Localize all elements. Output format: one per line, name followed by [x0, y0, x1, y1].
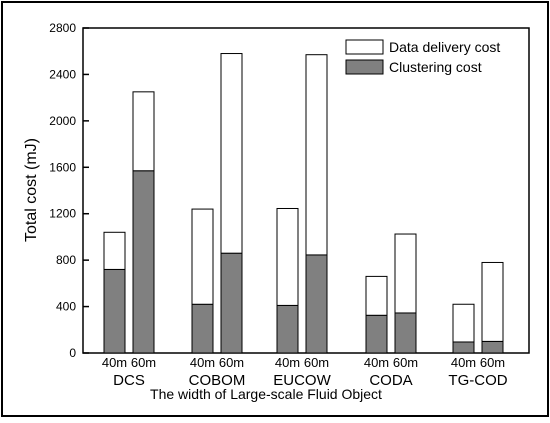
legend-label: Data delivery cost	[389, 39, 500, 55]
bar-segment-clustering-eucow-40m	[276, 304, 299, 354]
y-axis: 0 400 800 1200 1600 2000 2400 2800	[49, 21, 89, 360]
x-sub-label: 60m	[480, 355, 505, 370]
x-axis-title: The width of Large-scale Fluid Object	[150, 386, 382, 402]
bar-segment-clustering-eucow-60m	[305, 254, 328, 354]
x-group-label: CODA	[369, 372, 412, 389]
x-sub-label: 60m	[219, 355, 244, 370]
x-sub-label: 60m	[131, 355, 156, 370]
bar-segment-data-delivery-dcs-40m	[103, 231, 126, 270]
bar-segment-clustering-tg-cod-40m	[452, 341, 475, 354]
bar-segment-clustering-coda-40m	[365, 314, 388, 354]
bar-segment-data-delivery-cobom-40m	[191, 208, 214, 305]
x-sub-label: 40m	[102, 355, 127, 370]
x-group-label: DCS	[113, 372, 145, 389]
bar-segment-data-delivery-cobom-60m	[220, 53, 243, 254]
bar-segment-clustering-cobom-60m	[220, 252, 243, 354]
bar-segment-data-delivery-coda-60m	[394, 233, 417, 314]
y-axis-title: Total cost (mJ)	[23, 138, 40, 242]
y-tick-label: 800	[56, 253, 76, 267]
x-sub-label: 60m	[304, 355, 329, 370]
x-sub-label: 40m	[364, 355, 389, 370]
y-tick-label: 0	[69, 346, 76, 360]
bar-segment-clustering-dcs-40m	[103, 268, 126, 354]
legend-swatch	[345, 59, 384, 75]
x-group-label: COBOM	[189, 372, 246, 389]
bar-segment-clustering-coda-60m	[394, 312, 417, 354]
bar-segment-data-delivery-coda-40m	[365, 275, 388, 316]
bar-segment-clustering-dcs-60m	[132, 170, 155, 354]
bars	[103, 53, 504, 354]
bar-segment-data-delivery-dcs-60m	[132, 91, 155, 172]
y-tick-label: 1600	[49, 160, 76, 174]
y-tick-label: 2000	[49, 114, 76, 128]
x-axis: 40m 60m DCS 40m 60m COBOM 40m 60m EUCOW 40m 60m COD…	[102, 355, 508, 389]
x-sub-label: 40m	[275, 355, 300, 370]
legend-label: Clustering cost	[389, 59, 482, 75]
y-tick-label: 1200	[49, 207, 76, 221]
x-group-label: EUCOW	[273, 372, 331, 389]
y-tick-label: 400	[56, 300, 76, 314]
legend: Data delivery cost Clustering cost	[345, 39, 500, 75]
bar-segment-data-delivery-eucow-60m	[305, 54, 328, 256]
bar-segment-data-delivery-tg-cod-40m	[452, 303, 475, 343]
legend-swatch	[345, 39, 384, 55]
x-group-label: TG-COD	[448, 372, 507, 389]
x-sub-label: 60m	[393, 355, 418, 370]
x-sub-label: 40m	[190, 355, 215, 370]
bar-segment-data-delivery-tg-cod-60m	[481, 261, 504, 342]
y-tick-label: 2400	[49, 67, 76, 81]
bar-segment-data-delivery-eucow-40m	[276, 207, 299, 306]
x-sub-label: 40m	[451, 355, 476, 370]
y-tick-label: 2800	[49, 21, 76, 35]
bar-segment-clustering-cobom-40m	[191, 303, 214, 354]
bar-segment-clustering-tg-cod-60m	[481, 340, 504, 354]
